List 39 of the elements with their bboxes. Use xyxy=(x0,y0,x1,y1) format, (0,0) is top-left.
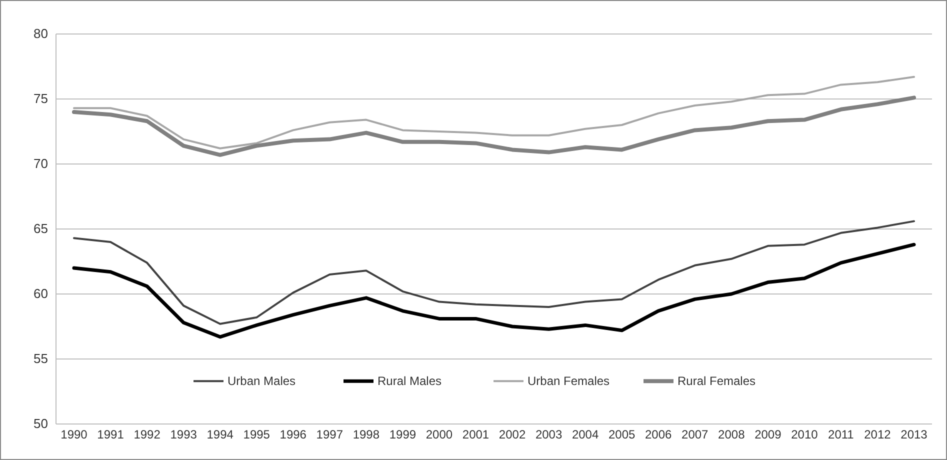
line-series xyxy=(73,220,915,325)
x-tick-label: 2007 xyxy=(682,428,709,442)
x-tick-label: 2011 xyxy=(828,428,854,442)
x-tick-label: 2009 xyxy=(754,428,782,442)
x-tick-label: 2004 xyxy=(572,428,599,442)
legend-label: Urban Males xyxy=(228,374,296,388)
y-tick-label: 50 xyxy=(34,416,48,432)
x-tick-label: 1996 xyxy=(280,428,307,442)
x-tick-label: 2003 xyxy=(535,428,562,442)
x-tick-label: 1990 xyxy=(60,428,88,442)
y-tick-label: 75 xyxy=(34,91,48,106)
y-tick-label: 55 xyxy=(34,351,48,366)
x-tick-label: 2012 xyxy=(864,428,892,442)
x-tick-label: 2002 xyxy=(498,428,526,442)
line-series xyxy=(73,76,915,150)
x-tick-label: 2000 xyxy=(426,428,453,442)
x-tick-label: 2001 xyxy=(462,428,490,442)
x-tick-label: 1999 xyxy=(389,428,416,442)
x-tick-label: 2008 xyxy=(718,428,746,442)
line-series xyxy=(72,242,916,339)
y-tick-label: 60 xyxy=(34,286,48,302)
x-tick-label: 1993 xyxy=(170,428,198,442)
legend-label: Urban Females xyxy=(528,374,610,388)
y-tick-label: 80 xyxy=(34,26,48,42)
x-tick-label: 2010 xyxy=(791,428,818,442)
x-tick-label: 2005 xyxy=(608,428,636,442)
line-series xyxy=(72,96,916,157)
legend-label: Rural Females xyxy=(678,374,756,388)
x-tick-label: 1998 xyxy=(352,428,380,442)
legend-label: Rural Males xyxy=(378,374,442,388)
y-tick-label: 65 xyxy=(34,221,48,236)
y-tick-label: 70 xyxy=(34,156,48,172)
x-tick-label: 1992 xyxy=(134,428,161,442)
x-tick-label: 1995 xyxy=(243,428,270,442)
x-tick-label: 2013 xyxy=(900,428,928,442)
x-tick-label: 1994 xyxy=(206,428,234,442)
x-tick-label: 2006 xyxy=(644,428,672,442)
x-tick-label: 1991 xyxy=(97,428,124,442)
x-tick-label: 1997 xyxy=(316,428,344,442)
